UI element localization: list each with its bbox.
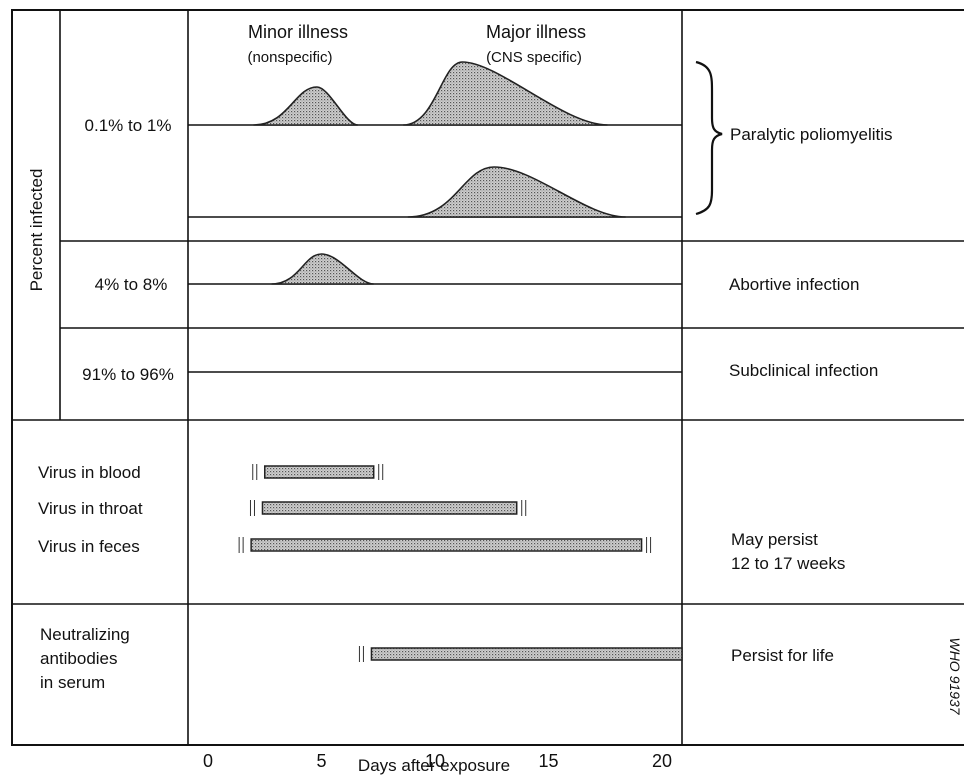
outcome-paralytic: Paralytic poliomyelitis (730, 125, 893, 144)
antibodies-label-line1: Neutralizing (40, 625, 130, 644)
bar-feces-fill (250, 538, 643, 552)
outcome-abortive: Abortive infection (729, 275, 859, 294)
antibodies-bar (358, 646, 683, 662)
major-illness-title: Major illness (486, 22, 586, 42)
major-illness-curve-paralytic-1 (403, 61, 608, 126)
x-axis-ticks: 0 5 10 15 20 (203, 751, 672, 771)
virus-note-line2: 12 to 17 weeks (731, 554, 845, 573)
percent-label-abortive: 4% to 8% (95, 275, 168, 294)
x-tick-label-0: 0 (203, 751, 213, 771)
virus-note-line1: May persist (731, 530, 818, 549)
x-axis-label: Days after exposure (358, 756, 510, 775)
antibodies-note: Persist for life (731, 646, 834, 665)
antibodies-label-line2: antibodies (40, 649, 118, 668)
percent-label-paralytic: 0.1% to 1% (85, 116, 172, 135)
minor-illness-subtitle: (nonspecific) (247, 49, 332, 66)
outcome-subclinical: Subclinical infection (729, 361, 878, 380)
virus-feces-label: Virus in feces (38, 537, 140, 556)
virus-blood-bar (252, 464, 384, 480)
virus-throat-label: Virus in throat (38, 499, 143, 518)
x-tick-label-10: 10 (425, 751, 445, 771)
major-illness-subtitle: (CNS specific) (486, 49, 582, 66)
who-reference-code: WHO 91937 (947, 637, 963, 715)
minor-illness-curve-abortive (271, 253, 374, 285)
major-illness-curve-paralytic-2 (407, 166, 626, 218)
x-tick-label-20: 20 (652, 751, 672, 771)
antibodies-label-line3: in serum (40, 673, 105, 692)
bar-blood-fill (264, 465, 375, 479)
minor-illness-curve-paralytic (253, 86, 359, 126)
virus-throat-bar (249, 500, 527, 516)
virus-blood-label: Virus in blood (38, 463, 141, 482)
x-tick-label-5: 5 (316, 751, 326, 771)
percent-label-subclinical: 91% to 96% (82, 365, 174, 384)
curly-brace (695, 60, 723, 216)
outer-frame (11, 9, 964, 746)
minor-illness-title: Minor illness (248, 22, 348, 42)
x-tick-label-15: 15 (538, 751, 558, 771)
bar-antibodies-fill (370, 647, 683, 661)
y-axis-label: Percent infected (27, 169, 46, 292)
bar-throat-fill (261, 501, 518, 515)
virus-feces-bar (238, 537, 652, 553)
